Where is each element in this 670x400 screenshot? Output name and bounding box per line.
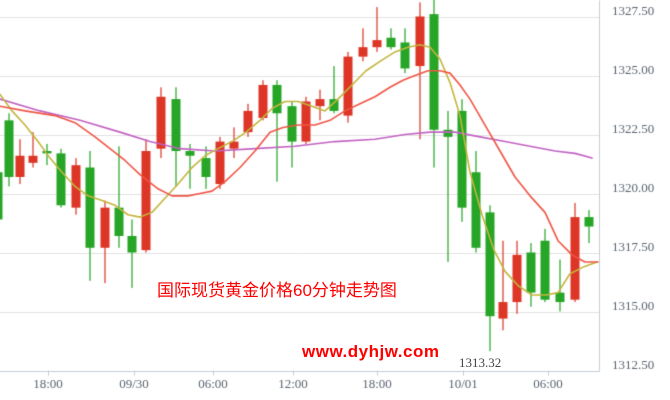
watermark-url: www.dyhjw.com: [302, 342, 440, 361]
chart-title: 国际现货黄金价格60分钟走势图: [157, 281, 397, 300]
low-price-label: 1313.32: [459, 355, 502, 370]
